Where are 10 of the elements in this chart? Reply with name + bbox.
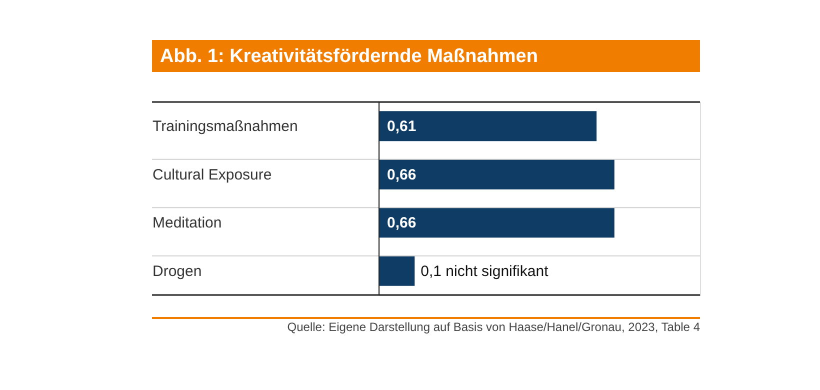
data-label: 0,66 — [387, 166, 416, 184]
data-label: 0,1 nicht signifikant — [420, 262, 550, 280]
chart-title: Abb. 1: Kreativitätsfördernde Maßnahmen — [160, 46, 538, 67]
y-tick-label: Meditation — [152, 214, 222, 232]
data-label: 0,61 — [387, 118, 416, 136]
y-tick-label: Trainingsmaßnahmen — [152, 118, 298, 136]
y-tick-label: Cultural Exposure — [152, 166, 272, 184]
data-label: 0,66 — [387, 214, 416, 232]
y-tick-label: Drogen — [152, 262, 202, 280]
source-note: Quelle: Eigene Darstellung auf Basis von Haase/Hanel/Gronau, 2023, Table 4 — [287, 320, 700, 334]
